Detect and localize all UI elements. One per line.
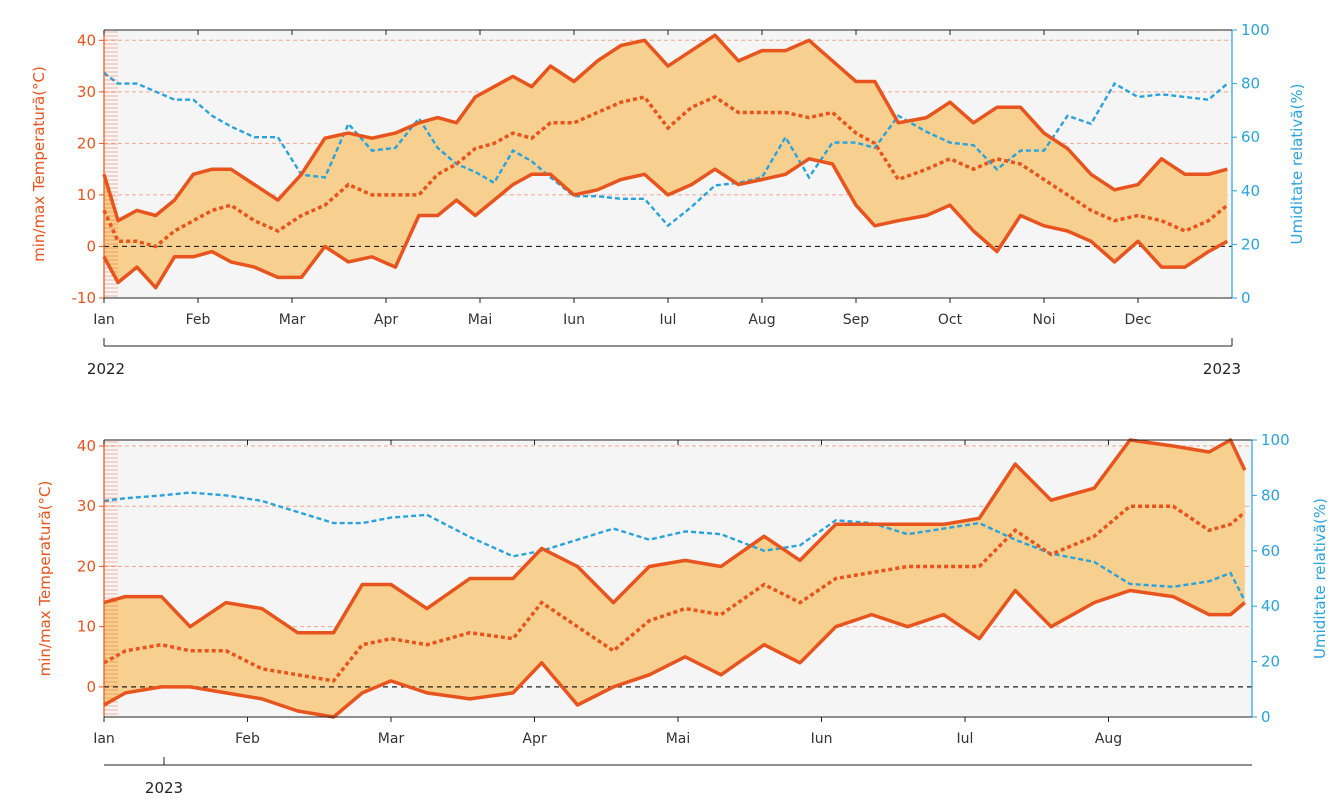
right-tick-label: 20 [1261, 653, 1280, 671]
left-axis-title: min/max Temperatură(°C) [30, 66, 48, 262]
min-temperature-line [102, 157, 1229, 290]
mean-temperature-line [103, 504, 1246, 683]
month-tick-label: Feb [235, 731, 260, 747]
left-tick-label: 20 [77, 557, 96, 575]
month-tick-label: Oct [938, 312, 963, 328]
year-end-label: 2023 [1203, 360, 1241, 378]
humidity-series-line [103, 71, 1229, 228]
right-tick-label: 80 [1261, 486, 1280, 504]
month-tick-label: Iul [957, 731, 974, 747]
left-tick-label: 10 [77, 618, 96, 636]
min-temperature-line [103, 588, 1246, 719]
month-tick-label: Iun [811, 731, 833, 747]
temperature-range-band [104, 440, 1245, 717]
month-tick-label: Ian [93, 312, 115, 328]
right-tick-label: 60 [1261, 542, 1280, 560]
right-tick-label: 0 [1241, 289, 1251, 307]
left-tick-label: 20 [77, 134, 96, 152]
month-tick-label: Iun [563, 312, 585, 328]
month-tick-label: Apr [374, 312, 398, 328]
left-tick-label: 40 [77, 437, 96, 455]
month-tick-label: Sep [843, 312, 870, 328]
right-tick-label: 40 [1261, 597, 1280, 615]
right-tick-label: 100 [1241, 21, 1270, 39]
right-tick-label: 80 [1241, 75, 1260, 93]
year-start-label: 2023 [145, 779, 183, 797]
max-temperature-line [102, 33, 1228, 223]
month-tick-label: Apr [522, 731, 546, 747]
left-tick-label: -10 [72, 289, 97, 307]
month-tick-label: Feb [186, 312, 211, 328]
left-tick-label: 40 [77, 31, 96, 49]
left-tick-label: 0 [86, 237, 96, 255]
left-tick-label: 10 [77, 186, 96, 204]
temperature-range-band [104, 35, 1228, 288]
left-tick-label: 0 [86, 678, 96, 696]
month-tick-label: Aug [1095, 731, 1122, 747]
month-tick-label: Mar [378, 731, 405, 747]
max-temperature-line [103, 438, 1247, 635]
left-tick-label: 30 [77, 83, 96, 101]
right-tick-label: 40 [1241, 182, 1260, 200]
left-tick-label: 30 [77, 497, 96, 515]
month-tick-label: Noi [1033, 312, 1056, 328]
right-tick-label: 0 [1261, 708, 1271, 726]
chart-2022: -10 0 10 20 30 40 0 20 40 60 80 100 Ian Feb Mar Apr Mai I… [30, 21, 1306, 378]
month-tick-label: Iul [660, 312, 677, 328]
right-tick-label: 20 [1241, 235, 1260, 253]
right-axis-title: Umiditate relativă(%) [1288, 84, 1306, 245]
right-tick-label: 100 [1261, 431, 1290, 449]
month-tick-label: Mai [468, 312, 493, 328]
month-tick-label: Aug [748, 312, 775, 328]
right-tick-label: 60 [1241, 128, 1260, 146]
humidity-series-line [103, 491, 1246, 602]
month-tick-label: Dec [1124, 312, 1151, 328]
mean-temperature-line [102, 95, 1229, 249]
right-axis-title: Umiditate relativă(%) [1311, 498, 1329, 659]
month-tick-label: Mar [279, 312, 306, 328]
year-start-label: 2022 [87, 360, 125, 378]
left-axis-title: min/max Temperatură(°C) [36, 481, 54, 677]
month-tick-label: Mai [666, 731, 691, 747]
month-tick-label: Ian [93, 731, 115, 747]
